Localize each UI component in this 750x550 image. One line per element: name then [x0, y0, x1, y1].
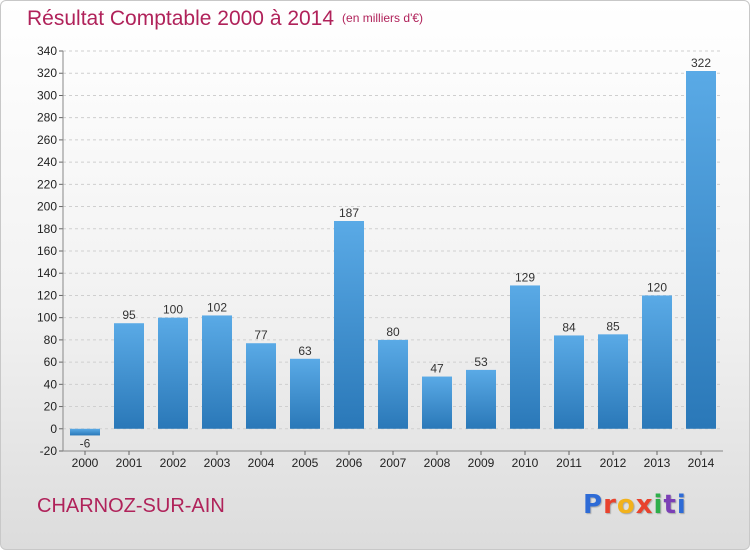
value-label-2006: 187: [339, 206, 359, 220]
bar-2001: [114, 323, 144, 429]
y-tick-label: 240: [37, 155, 57, 169]
value-label-2012: 85: [606, 319, 620, 333]
value-label-2004: 77: [254, 328, 268, 342]
x-tick-label-2009: 2009: [468, 456, 495, 470]
x-tick-label-2006: 2006: [336, 456, 363, 470]
x-tick-label-2014: 2014: [688, 456, 715, 470]
x-tick-label-2001: 2001: [116, 456, 143, 470]
bar-2004: [246, 343, 276, 429]
x-tick-label-2002: 2002: [160, 456, 187, 470]
y-tick-label: 280: [37, 111, 57, 125]
value-label-2003: 102: [207, 300, 227, 314]
bar-2003: [202, 315, 232, 429]
value-label-2014: 322: [691, 56, 711, 70]
y-tick-label: 140: [37, 266, 57, 280]
bar-2008: [422, 376, 452, 429]
bar-2013: [642, 295, 672, 429]
y-tick-label: 180: [37, 222, 57, 236]
value-label-2013: 120: [647, 280, 667, 294]
x-tick-label-2004: 2004: [248, 456, 275, 470]
bar-2012: [598, 334, 628, 429]
value-label-2002: 100: [163, 303, 183, 317]
bar-2011: [554, 335, 584, 429]
x-tick-label-2012: 2012: [600, 456, 627, 470]
chart-title: Résultat Comptable 2000 à 2014 (en millie…: [27, 7, 423, 31]
y-tick-labels: -20 0 20 40 60 80 100 120 140 160 180 200 220 240 260 2…: [37, 44, 57, 458]
value-label-2000: -6: [80, 436, 91, 450]
value-labels: -6 95 100 102 77 63 187 80 47 53 129 84 85 120 322: [80, 56, 712, 450]
y-tick-label: 0: [50, 422, 57, 436]
y-tick-label: 220: [37, 177, 57, 191]
y-tick-label: 100: [37, 311, 57, 325]
logo-letter: o: [616, 490, 636, 520]
y-tick-label: 60: [44, 355, 58, 369]
y-tick-label: 20: [44, 400, 58, 414]
value-label-2010: 129: [515, 270, 535, 284]
y-tick-label: 320: [37, 66, 57, 80]
bar-2002: [158, 317, 188, 429]
bar-2007: [378, 339, 408, 429]
y-tick-label: 120: [37, 288, 57, 302]
value-label-2007: 80: [386, 325, 400, 339]
x-tick-label-2011: 2011: [556, 456, 582, 470]
bar-2014: [686, 71, 716, 429]
y-tick-label: 80: [44, 333, 58, 347]
value-label-2005: 63: [298, 344, 312, 358]
x-tick-label-2005: 2005: [292, 456, 319, 470]
x-tick-label-2007: 2007: [380, 456, 407, 470]
x-tick-label-2003: 2003: [204, 456, 231, 470]
value-label-2001: 95: [122, 308, 136, 322]
logo-letter: i: [653, 490, 664, 520]
y-tick-label: 340: [37, 44, 57, 58]
x-tick-label-2008: 2008: [424, 456, 451, 470]
x-tick-labels: 2000 2001 2002 2003 2004 2005 2006 2007 2008 2009…: [72, 451, 715, 470]
x-tick-label-2000: 2000: [72, 456, 99, 470]
y-tick-label: 40: [44, 377, 58, 391]
chart-title-text: Résultat Comptable 2000 à 2014: [27, 7, 335, 30]
x-tick-label-2013: 2013: [644, 456, 671, 470]
bars: [70, 71, 716, 436]
y-tick-label: 200: [37, 200, 57, 214]
bar-2009: [466, 369, 496, 429]
logo-letter: t: [663, 490, 677, 520]
y-tick-label: 160: [37, 244, 57, 258]
logo-letter: i: [676, 490, 687, 520]
bar-2005: [290, 358, 320, 429]
logo-letter: r: [603, 490, 617, 520]
y-tick-label: 260: [37, 133, 57, 147]
value-label-2009: 53: [474, 355, 488, 369]
x-tick-label-2010: 2010: [512, 456, 539, 470]
bar-2000: [70, 428, 100, 436]
logo-letter: P: [583, 490, 604, 520]
value-label-2011: 84: [562, 320, 576, 334]
commune-name: CHARNOZ-SUR-AIN: [37, 495, 225, 517]
logo-letter: x: [635, 490, 654, 520]
proxiti-logo: Proxiti: [583, 490, 687, 520]
bar-2010: [510, 285, 540, 429]
y-tick-label: 300: [37, 88, 57, 102]
y-tick-label: -20: [40, 444, 58, 458]
bar-2006: [334, 221, 364, 429]
chart-subtitle: (en milliers d'€): [342, 11, 424, 25]
value-label-2008: 47: [430, 362, 444, 376]
